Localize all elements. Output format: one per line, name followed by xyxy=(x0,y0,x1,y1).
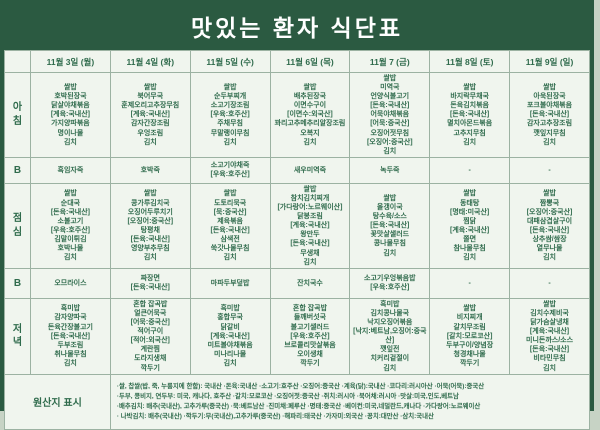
row-origin-labeling: 원산지 표시 ·쌀, 찹쌀(밥, 죽, 누룽지에 한함): 국내산 ·돈육:국내… xyxy=(4,373,591,430)
menu-cell-breakfast-sun: 쌀밥 아욱된장국 포크불야채볶음 [돈육:국내산] 감자고추장조림 깻잎지무침 … xyxy=(509,72,590,158)
page-title: 맛있는 환자 식단표 xyxy=(190,15,404,41)
menu-cell-dinner-sun: 쌀밥 김치수제비국 닭가슴살냉채 [계육:국내산] 미니돈까스/소스 [돈육:국… xyxy=(509,297,590,375)
date-header-sun: 11월 9일 (일) xyxy=(509,50,590,73)
menu-cell-breakfast-fri: 쌀밥 미역국 언양식불고기 [돈육:국내산] 어묵야채볶음 [어묵:중국산] 오… xyxy=(349,72,431,158)
menu-cell-snack1-sun: - xyxy=(509,156,590,184)
origin-label: 원산지 표시 xyxy=(4,373,111,430)
date-header-row: 11월 3일 (월) 11월 4일 (화) 11월 5일 (수) 11월 6일 … xyxy=(4,50,590,73)
row-breakfast: 아침 쌀밥 호박된장국 닭살야채볶음 [계육:국내산] 가지양파볶음 명이나물 … xyxy=(4,72,590,158)
menu-cell-dinner-tue: 혼합 잡곡밥 얼큰어묵국 [어묵:중국산] 적어구이 [적어:외국산] 계란찜 … xyxy=(109,297,191,375)
menu-cell-breakfast-tue: 쌀밥 북어무국 훈제오리고추장무침 [계육:국내산] 감자간장조림 우엉조림 김… xyxy=(109,72,191,158)
menu-cell-breakfast-wed: 쌀밥 순두부찌개 소고기장조림 [우육:호주산] 주채무침 무말랭이무침 김치 xyxy=(189,72,271,158)
date-header-sat: 11월 8일 (토) xyxy=(429,50,511,73)
menu-cell-dinner-fri: 흑미밥 김치콩나물국 낙지오징어볶음 [낙지:베트남,오징어:중국산] 깻잎전 … xyxy=(349,297,431,375)
row-morning-snack: B 흑임자죽 호박죽 소고기야채죽 [우육:호주산] 새우미역죽 녹두죽 - - xyxy=(4,156,590,184)
date-header-fri: 11월 7 (금) xyxy=(349,50,431,73)
menu-cell-snack2-mon: 오므라이스 xyxy=(30,267,111,299)
menu-cell-snack1-wed: 소고기야채죽 [우육:호주산] xyxy=(189,156,271,184)
menu-cell-snack1-fri: 녹두죽 xyxy=(349,156,431,184)
row-lunch: 점심 쌀밥 순대국 [돈육:국내산] 소불고기 [우육:호주산] 김말이튀김 호… xyxy=(4,182,590,269)
row-label-lunch: 점심 xyxy=(4,182,31,269)
row-label-morning-snack: B xyxy=(4,156,31,184)
menu-cell-lunch-thu: 쌀밥 참치김치찌개 [가다랑어:노르웨이산] 닭봉조림 [계육:국내산] 왕만두… xyxy=(269,182,351,269)
menu-cell-lunch-sun: 쌀밥 짬뽕국 [오징어:중국산] 대패삼겹살구이 [돈육:국내산] 상추쌈/쌈장… xyxy=(509,182,590,269)
menu-cell-lunch-mon: 쌀밥 순대국 [돈육:국내산] 소불고기 [우육:호주산] 김말이튀김 호박나물… xyxy=(30,182,111,269)
row-afternoon-snack: B 오므라이스 짜장면 [돈육:국내산] 마파두부덮밥 잔치국수 소고기우엉볶음… xyxy=(4,267,590,299)
corner-cell xyxy=(4,50,31,73)
menu-cell-snack2-thu: 잔치국수 xyxy=(269,267,351,299)
menu-cell-snack2-fri: 소고기우엉볶음밥 [우육:호주산] xyxy=(349,267,431,299)
date-header-mon: 11월 3일 (월) xyxy=(30,50,111,73)
menu-cell-breakfast-thu: 쌀밥 배추된장국 이면수구이 [이면수:외국산] 꽈리고추메추리알장조림 오복지… xyxy=(269,72,351,158)
row-label-afternoon-snack: B xyxy=(4,267,31,299)
menu-cell-dinner-sat: 쌀밥 비지찌개 갈치무조림 [갈치:모로코산] 두부구이/양념장 청경채나물 깍… xyxy=(429,297,511,375)
menu-cell-breakfast-mon: 쌀밥 호박된장국 닭살야채볶음 [계육:국내산] 가지양파볶음 명이나물 김치 xyxy=(30,72,111,158)
date-header-wed: 11월 5일 (수) xyxy=(189,50,271,73)
menu-cell-lunch-tue: 쌀밥 콩가루김치국 오징어두루치기 [오징어:중국산] 탕평채 [돈육:국내산]… xyxy=(109,182,191,269)
menu-cell-snack1-thu: 새우미역죽 xyxy=(269,156,351,184)
date-header-thu: 11월 6일 (목) xyxy=(269,50,351,73)
menu-cell-snack2-tue: 짜장면 [돈육:국내산] xyxy=(109,267,191,299)
menu-cell-dinner-wed: 흑미밥 홍합무국 닭갈비 [계육:국내산] 미트볼야채볶음 미나리나물 김치 xyxy=(189,297,271,375)
menu-cell-snack2-wed: 마파두부덮밥 xyxy=(189,267,271,299)
menu-cell-breakfast-sat: 쌀밥 바지락무채국 돈육김치볶음 [돈육:국내산] 멸치아몬드볶음 고추지무침 … xyxy=(429,72,511,158)
menu-cell-dinner-thu: 혼합 잡곡밥 들깨버섯국 불고기샐러드 [우육:호주산] 브로콜리맛살볶음 오이… xyxy=(269,297,351,375)
date-header-tue: 11월 4일 (화) xyxy=(109,50,191,73)
menu-cell-snack1-sat: - xyxy=(429,156,511,184)
row-label-breakfast: 아침 xyxy=(4,72,31,158)
menu-cell-lunch-sat: 쌀밥 동태탕 [명태:미국산] 찜닭 [계육:국내산] 쫄면 참나물무침 김치 xyxy=(429,182,511,269)
menu-cell-lunch-fri: 쌀밥 올갱이국 탕수육/소스 [돈육:국내산] 꽃맛살샐러드 콩나물무침 김치 xyxy=(349,182,431,269)
menu-cell-dinner-mon: 흑미밥 감자양파국 돈육간장불고기 [돈육:국내산] 두부조림 취나물무침 김치 xyxy=(30,297,111,375)
row-label-dinner: 저녁 xyxy=(4,297,31,375)
origin-text: ·쌀, 찹쌀(밥, 죽, 누룽지에 한함): 국내산 ·돈육:국내산 ·소고기:… xyxy=(109,373,591,430)
row-dinner: 저녁 흑미밥 감자양파국 돈육간장불고기 [돈육:국내산] 두부조림 취나물무침… xyxy=(4,297,590,375)
meal-plan-table: 11월 3일 (월) 11월 4일 (화) 11월 5일 (수) 11월 6일 … xyxy=(4,50,591,430)
menu-cell-snack1-tue: 호박죽 xyxy=(109,156,191,184)
menu-cell-snack1-mon: 흑임자죽 xyxy=(30,156,111,184)
menu-cell-snack2-sun: - xyxy=(509,267,590,299)
menu-cell-lunch-wed: 쌀밥 도토리묵국 [묵:중국산] 제육볶음 [돈육:국내산] 삼색전 쑥갓나물무… xyxy=(189,182,271,269)
menu-cell-snack2-sat: - xyxy=(429,267,511,299)
